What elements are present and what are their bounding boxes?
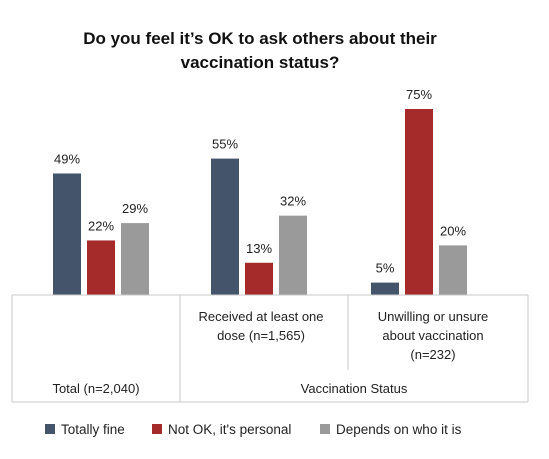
data-label-1-1: 49% <box>54 151 80 166</box>
legend: Totally fine Not OK, it's personal Depends… <box>45 422 462 437</box>
data-label-2-1: 55% <box>212 137 238 152</box>
bar-3-3 <box>439 245 467 295</box>
data-label-2-2: 13% <box>246 241 272 256</box>
bar-2-2 <box>245 262 273 295</box>
bar-1-2 <box>87 240 115 295</box>
bar-1-3 <box>121 223 149 295</box>
legend-label-1: Totally fine <box>61 422 125 437</box>
legend-swatch-3 <box>320 424 330 434</box>
bar-1-1 <box>53 173 81 295</box>
bar-2-3 <box>279 215 307 295</box>
chart-title-line-2: vaccination status? <box>181 53 340 72</box>
category-labels: Total (n=2,040) Received at least one dose… <box>52 309 488 396</box>
group-header-label: Vaccination Status <box>301 381 408 396</box>
category-label-3-line-3: (n=232) <box>410 347 455 362</box>
category-label-2-line-2: dose (n=1,565) <box>217 328 305 343</box>
category-label-2-line-1: Received at least one <box>198 309 323 324</box>
bar-3-1 <box>371 282 399 295</box>
data-label-3-1: 5% <box>376 261 395 276</box>
category-label-1-line-1: Total (n=2,040) <box>52 381 139 396</box>
bars-layer <box>53 109 467 295</box>
category-label-3-line-2: about vaccination <box>382 328 483 343</box>
legend-swatch-2 <box>152 424 162 434</box>
data-labels-layer: 49% 22% 29% 55% 13% 32% 5% 75% 20% <box>54 87 466 276</box>
category-label-3-line-1: Unwilling or unsure <box>378 309 489 324</box>
data-label-3-3: 20% <box>440 223 466 238</box>
bar-2-1 <box>211 158 239 295</box>
legend-label-3: Depends on who it is <box>336 422 462 437</box>
chart-title-line-1: Do you feel it’s OK to ask others about … <box>83 29 437 48</box>
data-label-2-3: 32% <box>280 194 306 209</box>
legend-swatch-1 <box>45 424 55 434</box>
data-label-1-2: 22% <box>88 218 114 233</box>
data-label-3-2: 75% <box>406 87 432 102</box>
bar-3-2 <box>405 109 433 295</box>
legend-label-2: Not OK, it's personal <box>168 422 291 437</box>
data-label-1-3: 29% <box>122 201 148 216</box>
